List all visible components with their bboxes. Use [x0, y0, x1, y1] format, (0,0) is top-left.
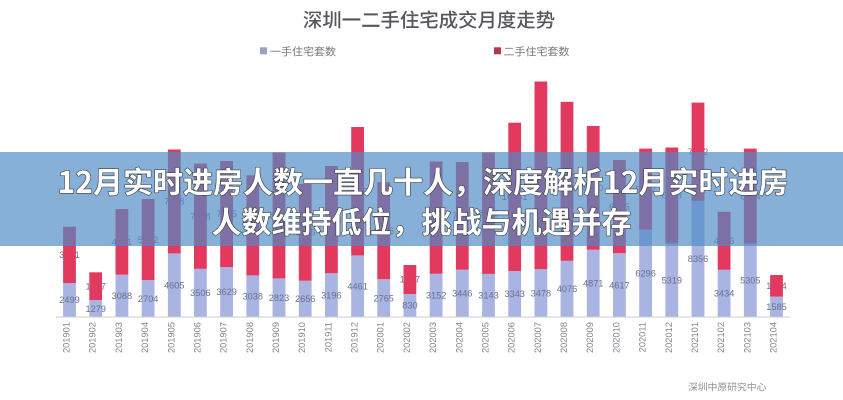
svg-text:830: 830	[402, 301, 417, 311]
svg-text:3038: 3038	[243, 291, 263, 301]
svg-text:4076: 4076	[557, 284, 577, 294]
svg-text:202009: 202009	[585, 322, 595, 353]
svg-text:2499: 2499	[59, 295, 79, 305]
svg-text:202103: 202103	[742, 322, 752, 353]
svg-text:202006: 202006	[507, 322, 517, 353]
svg-text:201912: 201912	[350, 322, 360, 353]
svg-text:202012: 202012	[664, 322, 674, 353]
svg-text:201902: 201902	[88, 322, 98, 353]
svg-text:3343: 3343	[504, 289, 524, 299]
svg-text:3446: 3446	[452, 289, 472, 299]
svg-text:202104: 202104	[769, 322, 779, 353]
svg-text:202001: 202001	[376, 322, 386, 353]
svg-text:4461: 4461	[347, 281, 367, 291]
svg-text:202005: 202005	[481, 322, 491, 353]
svg-text:201903: 201903	[114, 322, 124, 353]
svg-text:1279: 1279	[85, 304, 105, 314]
svg-text:3506: 3506	[190, 288, 210, 298]
svg-text:8356: 8356	[688, 254, 708, 264]
svg-text:202007: 202007	[533, 322, 543, 353]
svg-text:4605: 4605	[164, 280, 184, 290]
svg-text:4617: 4617	[609, 280, 629, 290]
svg-text:5319: 5319	[662, 275, 682, 285]
svg-text:3434: 3434	[714, 289, 734, 299]
svg-text:3478: 3478	[531, 288, 551, 298]
svg-text:3196: 3196	[321, 290, 341, 300]
svg-text:1585: 1585	[766, 302, 786, 312]
svg-text:201907: 201907	[219, 322, 229, 353]
svg-text:201905: 201905	[166, 322, 176, 353]
svg-text:202011: 202011	[638, 322, 648, 352]
svg-text:201910: 201910	[297, 322, 307, 353]
svg-text:201904: 201904	[140, 322, 150, 353]
svg-text:3088: 3088	[112, 291, 132, 301]
svg-text:4871: 4871	[583, 279, 603, 289]
svg-text:5305: 5305	[740, 276, 760, 286]
svg-text:2823: 2823	[269, 293, 289, 303]
svg-text:201906: 201906	[192, 322, 202, 353]
svg-text:202008: 202008	[559, 322, 569, 353]
svg-text:202010: 202010	[611, 322, 621, 353]
svg-text:2656: 2656	[295, 294, 315, 304]
svg-text:202003: 202003	[428, 322, 438, 353]
svg-text:2765: 2765	[373, 293, 393, 303]
svg-text:2704: 2704	[138, 294, 158, 304]
svg-text:201911: 201911	[323, 322, 333, 352]
svg-text:6296: 6296	[635, 269, 655, 279]
svg-text:202004: 202004	[454, 322, 464, 353]
svg-text:3143: 3143	[478, 291, 498, 301]
svg-text:201909: 201909	[271, 322, 281, 353]
svg-text:202002: 202002	[402, 322, 412, 353]
svg-text:202102: 202102	[716, 322, 726, 353]
svg-text:3629: 3629	[216, 287, 236, 297]
svg-text:201908: 201908	[245, 322, 255, 353]
svg-text:201901: 201901	[62, 322, 72, 353]
svg-text:202101: 202101	[690, 322, 700, 353]
svg-text:3152: 3152	[426, 291, 446, 301]
